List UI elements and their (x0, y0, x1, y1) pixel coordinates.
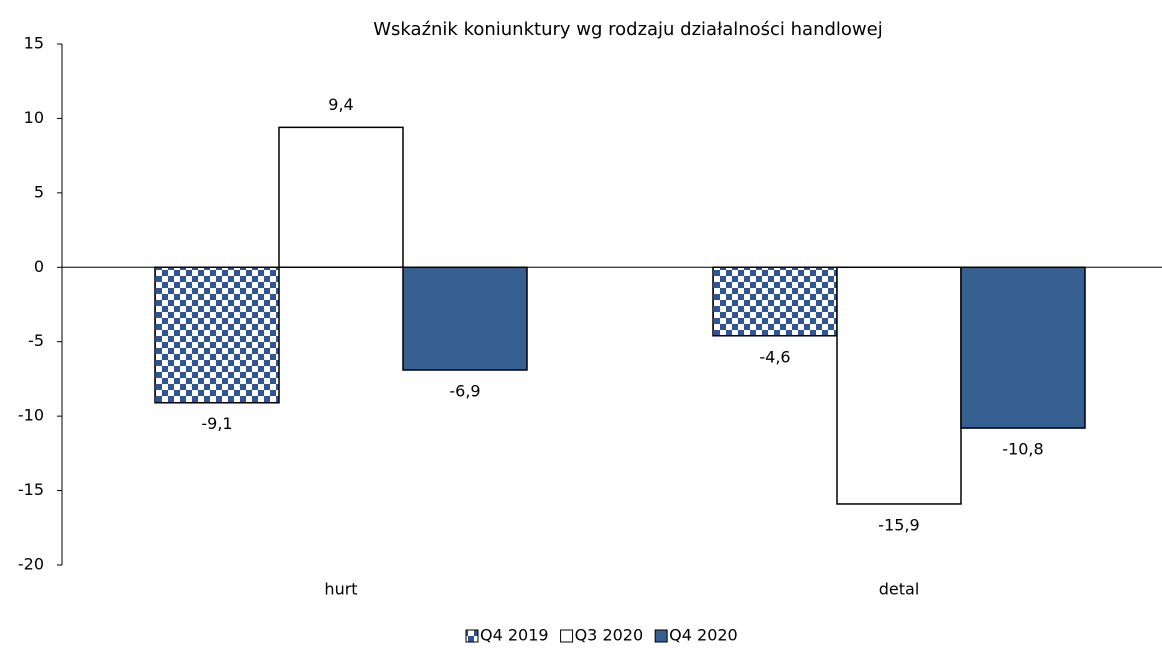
legend-label: Q3 2020 (575, 626, 644, 645)
y-tick-label: 0 (34, 257, 44, 276)
legend-label: Q4 2020 (669, 626, 738, 645)
x-tick-label: detal (879, 580, 920, 599)
legend-swatch (654, 629, 668, 643)
value-label: -9,1 (201, 414, 232, 433)
value-label: -10,8 (1002, 440, 1043, 459)
value-label: -15,9 (878, 515, 919, 534)
bar (960, 266, 1086, 429)
bar (836, 266, 962, 505)
value-label: -4,6 (759, 347, 790, 366)
y-tick-label: 10 (24, 108, 44, 127)
value-label: 9,4 (328, 95, 353, 114)
bar (402, 266, 528, 371)
chart-title: Wskaźnik koniunktury wg rodzaju działaln… (373, 19, 882, 40)
legend-swatch (465, 629, 479, 643)
bar (712, 266, 838, 337)
y-tick-label: -20 (18, 555, 44, 574)
y-tick-label: -10 (18, 406, 44, 425)
y-tick-label: 5 (34, 182, 44, 201)
legend-swatch (560, 629, 574, 643)
bar (154, 266, 280, 404)
bar (278, 126, 404, 269)
y-tick-label: -5 (28, 331, 44, 350)
value-label: -6,9 (449, 381, 480, 400)
legend-label: Q4 2019 (480, 626, 549, 645)
y-tick-label: 15 (24, 34, 44, 53)
y-tick-label: -15 (18, 480, 44, 499)
x-tick-label: hurt (324, 580, 357, 599)
